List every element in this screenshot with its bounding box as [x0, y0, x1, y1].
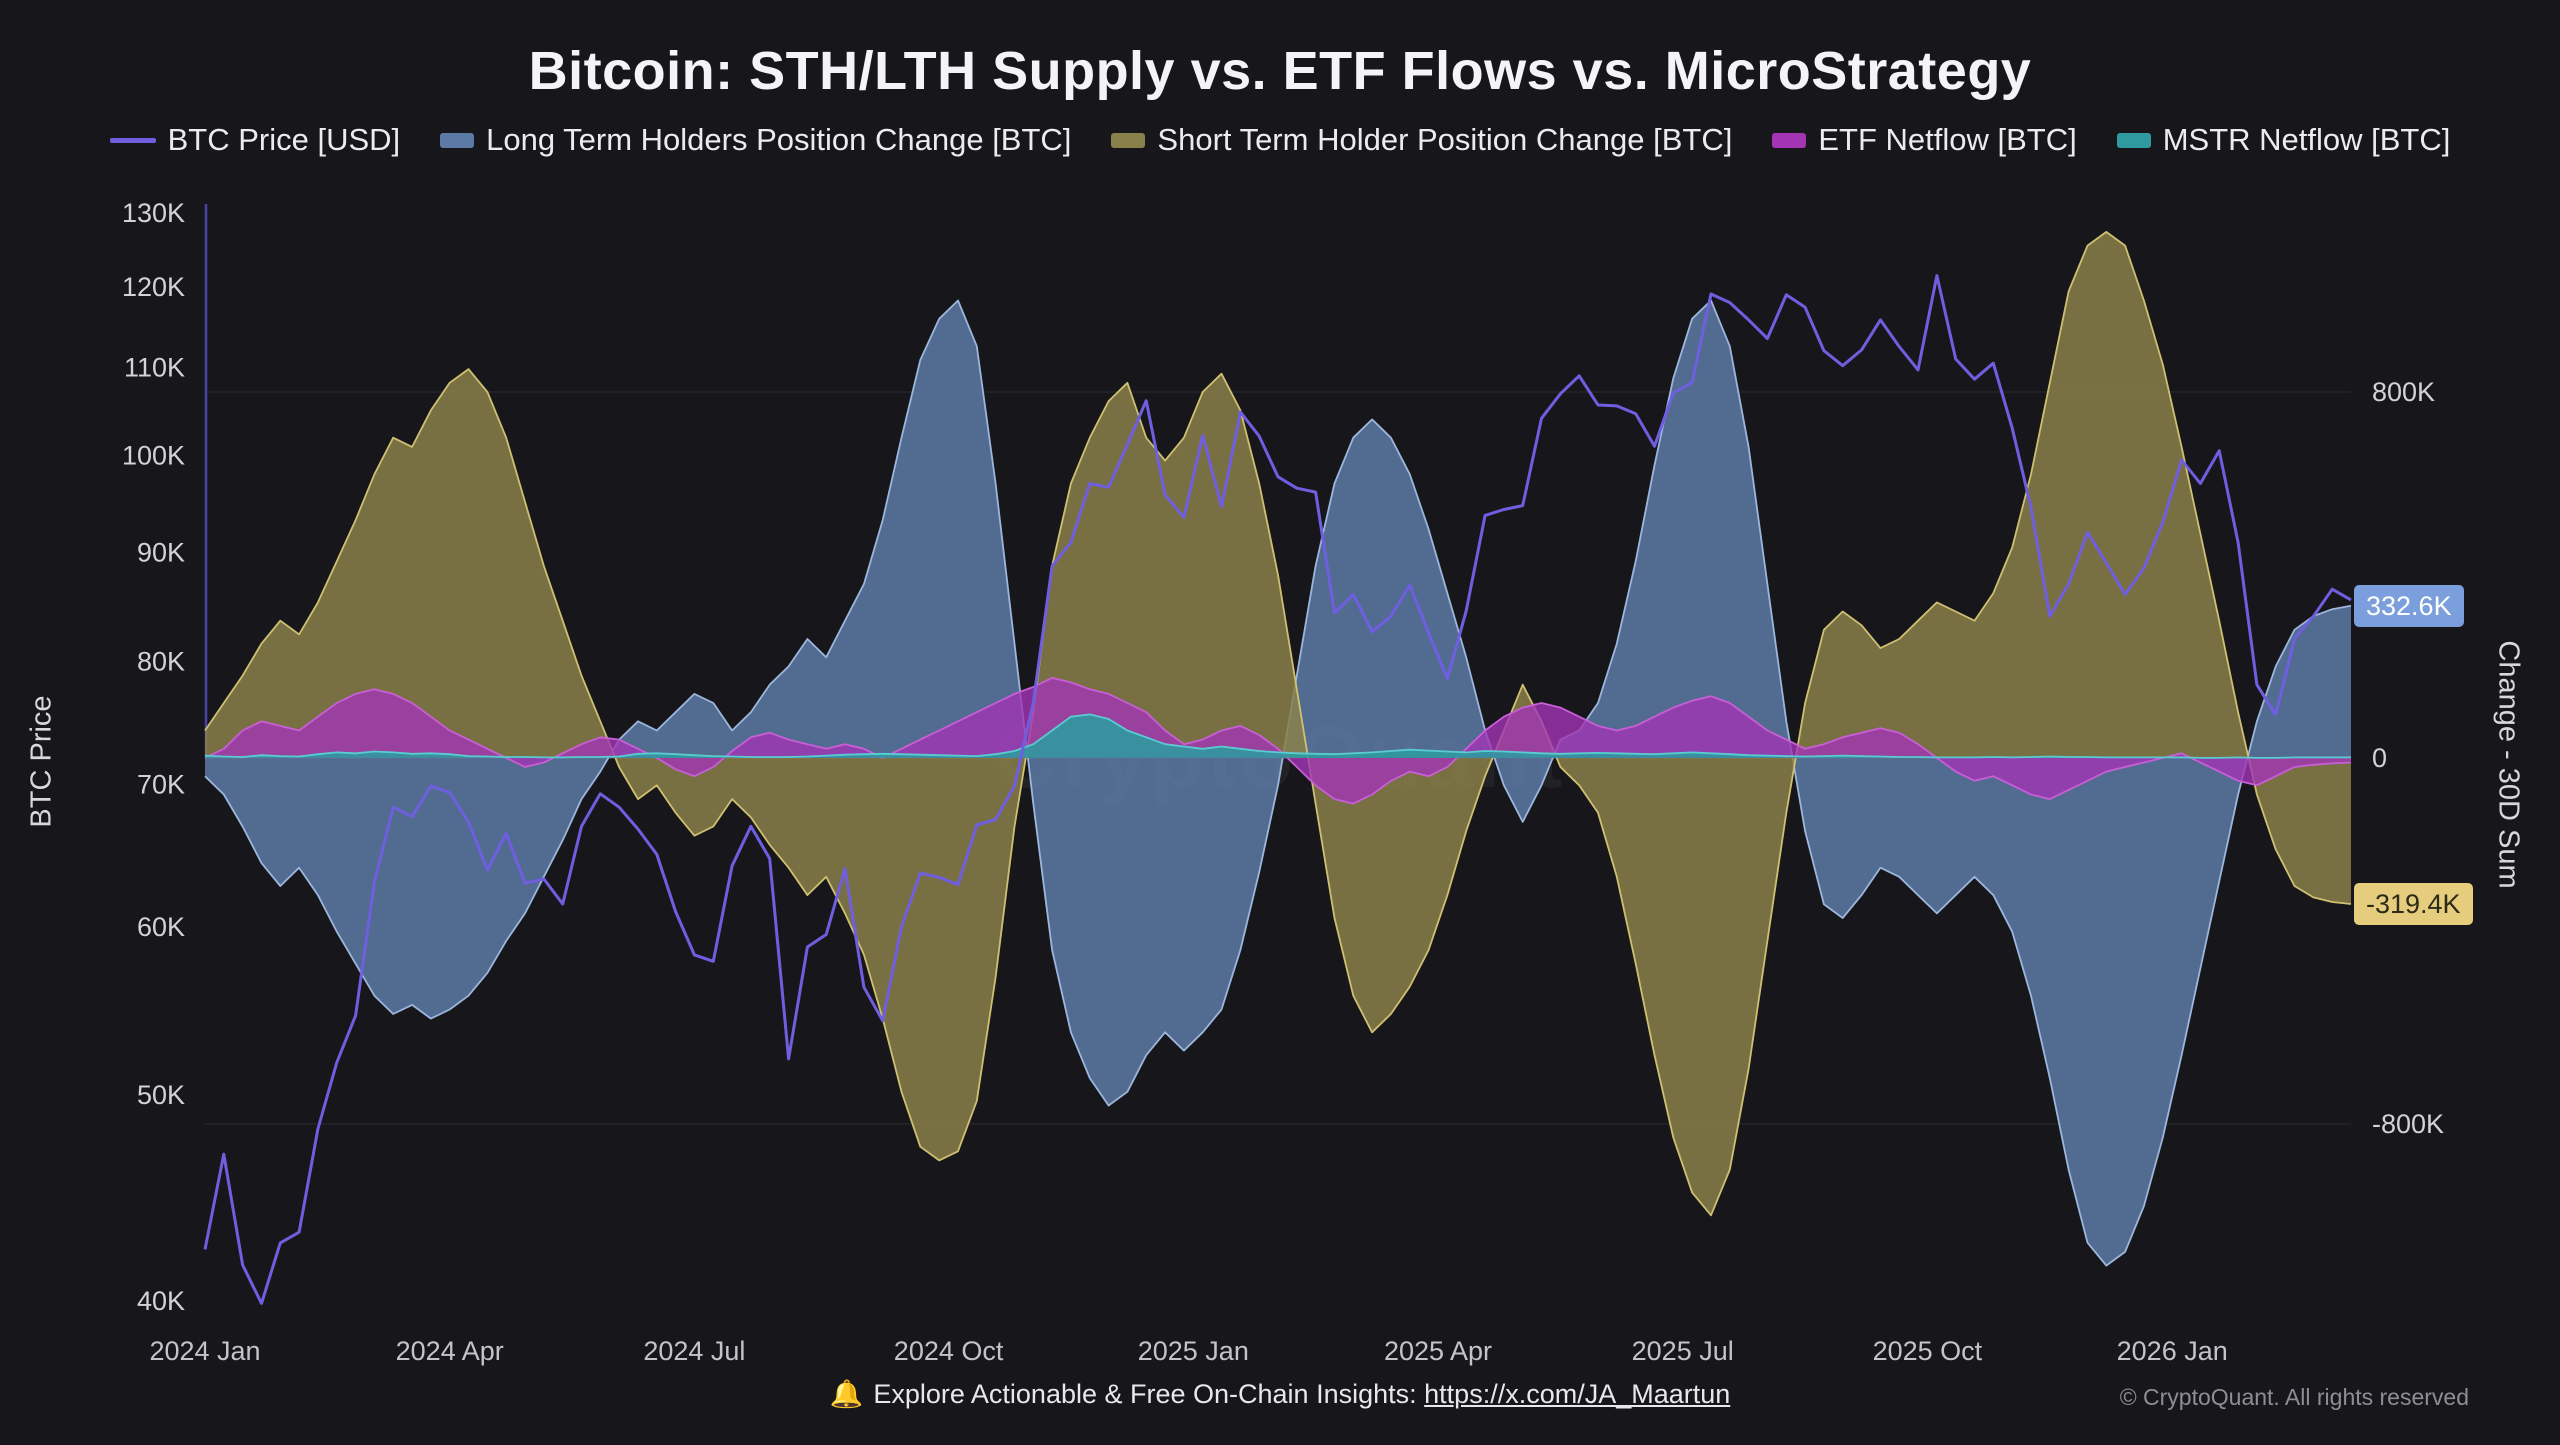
- legend-label: ETF Netflow [BTC]: [1818, 122, 2077, 157]
- lth-change-legend-marker: [440, 132, 475, 148]
- legend: BTC Price [USD] Long Term Holders Positio…: [0, 122, 2560, 158]
- legend-item-etf-netflow[interactable]: ETF Netflow [BTC]: [1772, 122, 2077, 158]
- bell-icon: 🔔: [829, 1379, 864, 1409]
- sth-change-outline: [204, 230, 2352, 1217]
- left-axis-tick: 100K: [122, 440, 185, 470]
- left-axis-tick: 110K: [124, 352, 185, 382]
- left-axis-tick: 90K: [137, 538, 185, 568]
- legend-item-sth-change[interactable]: Short Term Holder Position Change [BTC]: [1111, 122, 1732, 158]
- right-axis-title: Change - 30D Sum: [2492, 640, 2525, 889]
- x-axis-tick: 2024 Oct: [894, 1336, 1004, 1366]
- legend-label: MSTR Netflow [BTC]: [2162, 122, 2451, 157]
- left-axis-tick: 80K: [137, 646, 185, 676]
- page-title: Bitcoin: STH/LTH Supply vs. ETF Flows vs…: [528, 41, 2032, 101]
- lth-change-outline: [204, 299, 2352, 1267]
- left-axis-tick: 120K: [122, 272, 185, 302]
- footer-link[interactable]: https://x.com/JA_Maartun: [1424, 1379, 1731, 1409]
- left-axis-tick: 50K: [137, 1080, 185, 1110]
- btc-price-legend-marker: [109, 137, 156, 143]
- mstr-netflow-legend-marker: [2116, 132, 2151, 148]
- left-axis-tick: 130K: [122, 198, 185, 228]
- etf-netflow-legend-marker: [1772, 132, 1807, 148]
- left-axis-title: BTC Price: [25, 695, 58, 828]
- mstr-netflow-outline: [204, 713, 2351, 759]
- left-axis-tick: 60K: [137, 912, 185, 942]
- footer: 🔔 Explore Actionable & Free On-Chain Insi…: [0, 1378, 2560, 1410]
- x-axis-tick: 2025 Jan: [1138, 1336, 1249, 1366]
- copyright: © CryptoQuant. All rights reserved: [2119, 1384, 2469, 1410]
- x-axis-tick: 2025 Jul: [1632, 1336, 1734, 1366]
- sth-change-legend-marker: [1111, 132, 1146, 148]
- legend-label: Long Term Holders Position Change [BTC]: [486, 122, 1072, 157]
- legend-item-lth-change[interactable]: Long Term Holders Position Change [BTC]: [440, 122, 1071, 158]
- right-axis-tick: -800K: [2372, 1109, 2444, 1139]
- last-value-badge: -319.4K: [2354, 883, 2473, 925]
- etf-netflow-outline: [204, 677, 2352, 805]
- x-axis-tick: 2024 Jan: [149, 1336, 260, 1366]
- left-axis-tick: 40K: [137, 1286, 185, 1316]
- x-axis-tick: 2025 Oct: [1873, 1336, 1983, 1366]
- x-axis-tick: 2025 Apr: [1384, 1336, 1492, 1366]
- x-axis-tick: 2024 Jul: [643, 1336, 745, 1366]
- right-axis-tick: 0: [2372, 743, 2387, 773]
- sth-change-area: [205, 231, 2351, 1216]
- legend-item-mstr-netflow[interactable]: MSTR Netflow [BTC]: [2116, 122, 2451, 158]
- footer-text: Explore Actionable & Free On-Chain Insig…: [873, 1379, 1417, 1409]
- left-axis-tick: 70K: [137, 770, 185, 800]
- btc-price-line: [203, 274, 2352, 1305]
- legend-label: Short Term Holder Position Change [BTC]: [1157, 122, 1733, 157]
- x-axis-tick: 2026 Jan: [2117, 1336, 2228, 1366]
- legend-item-btc-price[interactable]: BTC Price [USD]: [109, 122, 401, 158]
- last-value-badge: 332.6K: [2354, 585, 2464, 627]
- right-axis-tick: 800K: [2372, 377, 2435, 407]
- legend-label: BTC Price [USD]: [167, 122, 401, 157]
- x-axis-tick: 2024 Apr: [396, 1336, 504, 1366]
